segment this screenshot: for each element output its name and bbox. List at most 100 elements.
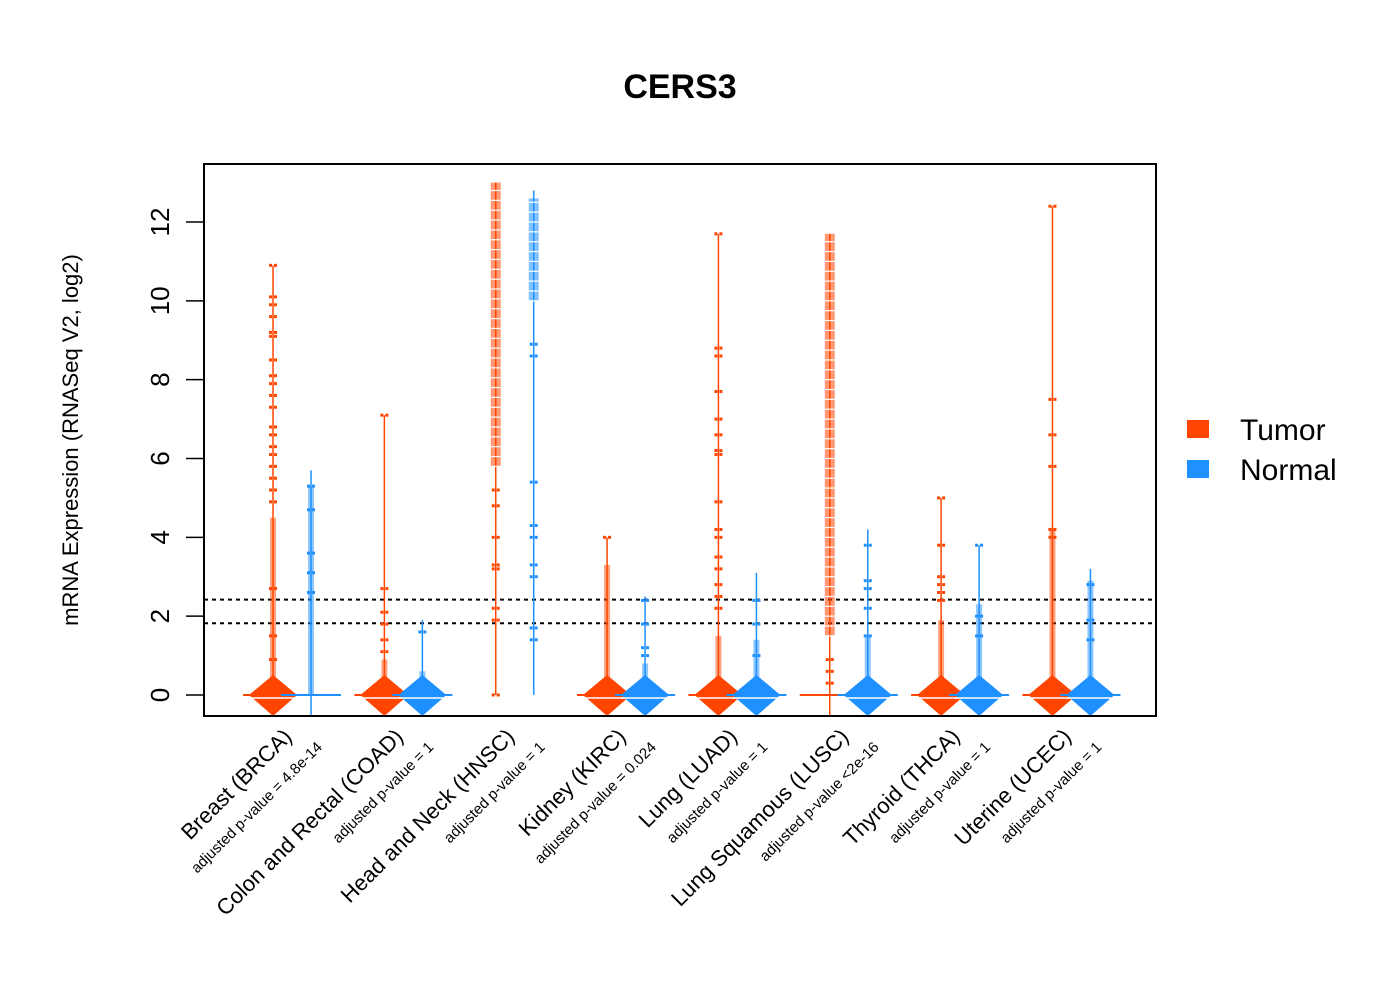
- data-point: [274, 587, 278, 591]
- data-point: [942, 583, 946, 587]
- data-point: [269, 453, 273, 457]
- data-point: [1048, 527, 1052, 531]
- data-point: [942, 496, 946, 500]
- data-point: [830, 658, 834, 662]
- data-point: [269, 476, 273, 480]
- x-axis-labels: Breast (BRCA)adjusted p-value = 4.8e-14C…: [176, 724, 1105, 921]
- data-point: [269, 382, 273, 386]
- dense-band: [1087, 580, 1094, 695]
- data-point: [1053, 527, 1057, 531]
- legend-swatch-normal: [1187, 460, 1209, 478]
- data-marks: [243, 182, 1121, 716]
- data-point: [534, 354, 538, 358]
- y-tick-label: 2: [145, 609, 175, 623]
- data-point: [274, 382, 278, 386]
- dense-band: [864, 635, 871, 695]
- data-point: [269, 405, 273, 409]
- data-point: [307, 484, 311, 488]
- data-point: [1086, 583, 1090, 587]
- data-point: [646, 598, 650, 602]
- data-point: [714, 354, 718, 358]
- data-point: [274, 315, 278, 319]
- data-point: [825, 658, 829, 662]
- data-point: [274, 374, 278, 378]
- data-point: [719, 535, 723, 539]
- data-point: [312, 551, 316, 555]
- data-point: [868, 579, 872, 583]
- data-point: [868, 587, 872, 591]
- y-axis: 0 2 4 6 8 10 12: [145, 208, 204, 702]
- data-point: [385, 622, 389, 626]
- data-point: [714, 389, 718, 393]
- data-point: [825, 681, 829, 685]
- data-point: [863, 579, 867, 583]
- data-point: [491, 504, 495, 508]
- data-point: [603, 535, 607, 539]
- data-point: [641, 654, 645, 658]
- data-point: [312, 591, 316, 595]
- data-point: [274, 393, 278, 397]
- data-point: [269, 303, 273, 307]
- data-point: [491, 618, 495, 622]
- data-point: [1053, 397, 1057, 401]
- data-point: [380, 610, 384, 614]
- y-tick-label: 4: [145, 530, 175, 544]
- data-point: [274, 330, 278, 334]
- data-point: [1086, 618, 1090, 622]
- data-point: [529, 535, 533, 539]
- data-point: [269, 464, 273, 468]
- normal-series-5: [837, 529, 898, 716]
- data-point: [719, 594, 723, 598]
- data-point: [312, 571, 316, 575]
- data-point: [646, 622, 650, 626]
- data-point: [529, 638, 533, 642]
- data-point: [714, 346, 718, 350]
- data-point: [942, 543, 946, 547]
- data-point: [830, 681, 834, 685]
- data-point: [975, 614, 979, 618]
- data-point: [868, 606, 872, 610]
- data-point: [714, 232, 718, 236]
- y-tick-label: 8: [145, 372, 175, 386]
- data-point: [380, 650, 384, 654]
- data-point: [1048, 464, 1052, 468]
- data-point: [719, 346, 723, 350]
- data-point: [719, 453, 723, 457]
- data-point: [534, 535, 538, 539]
- data-point: [714, 500, 718, 504]
- data-point: [274, 634, 278, 638]
- data-point: [380, 413, 384, 417]
- data-point: [641, 598, 645, 602]
- normal-series-0: [281, 470, 342, 716]
- data-point: [307, 591, 311, 595]
- normal-series-2: [527, 190, 540, 695]
- data-point: [274, 405, 278, 409]
- data-point: [868, 543, 872, 547]
- data-point: [937, 543, 941, 547]
- normal-series-6: [949, 543, 1010, 716]
- data-point: [980, 543, 984, 547]
- data-point: [641, 646, 645, 650]
- data-point: [529, 480, 533, 484]
- data-point: [491, 567, 495, 571]
- data-point: [380, 587, 384, 591]
- data-point: [534, 563, 538, 567]
- dense-band: [938, 620, 945, 695]
- dense-band: [308, 486, 315, 695]
- data-point: [534, 480, 538, 484]
- data-point: [714, 527, 718, 531]
- dense-band: [753, 639, 760, 695]
- data-point: [719, 606, 723, 610]
- data-point: [312, 508, 316, 512]
- data-point: [825, 669, 829, 673]
- data-point: [269, 433, 273, 437]
- data-point: [646, 654, 650, 658]
- y-tick-label: 6: [145, 451, 175, 465]
- data-point: [274, 453, 278, 457]
- data-point: [496, 567, 500, 571]
- y-tick-label: 12: [145, 208, 175, 237]
- data-point: [714, 449, 718, 453]
- data-point: [646, 646, 650, 650]
- data-point: [1091, 583, 1095, 587]
- dense-band: [490, 182, 501, 467]
